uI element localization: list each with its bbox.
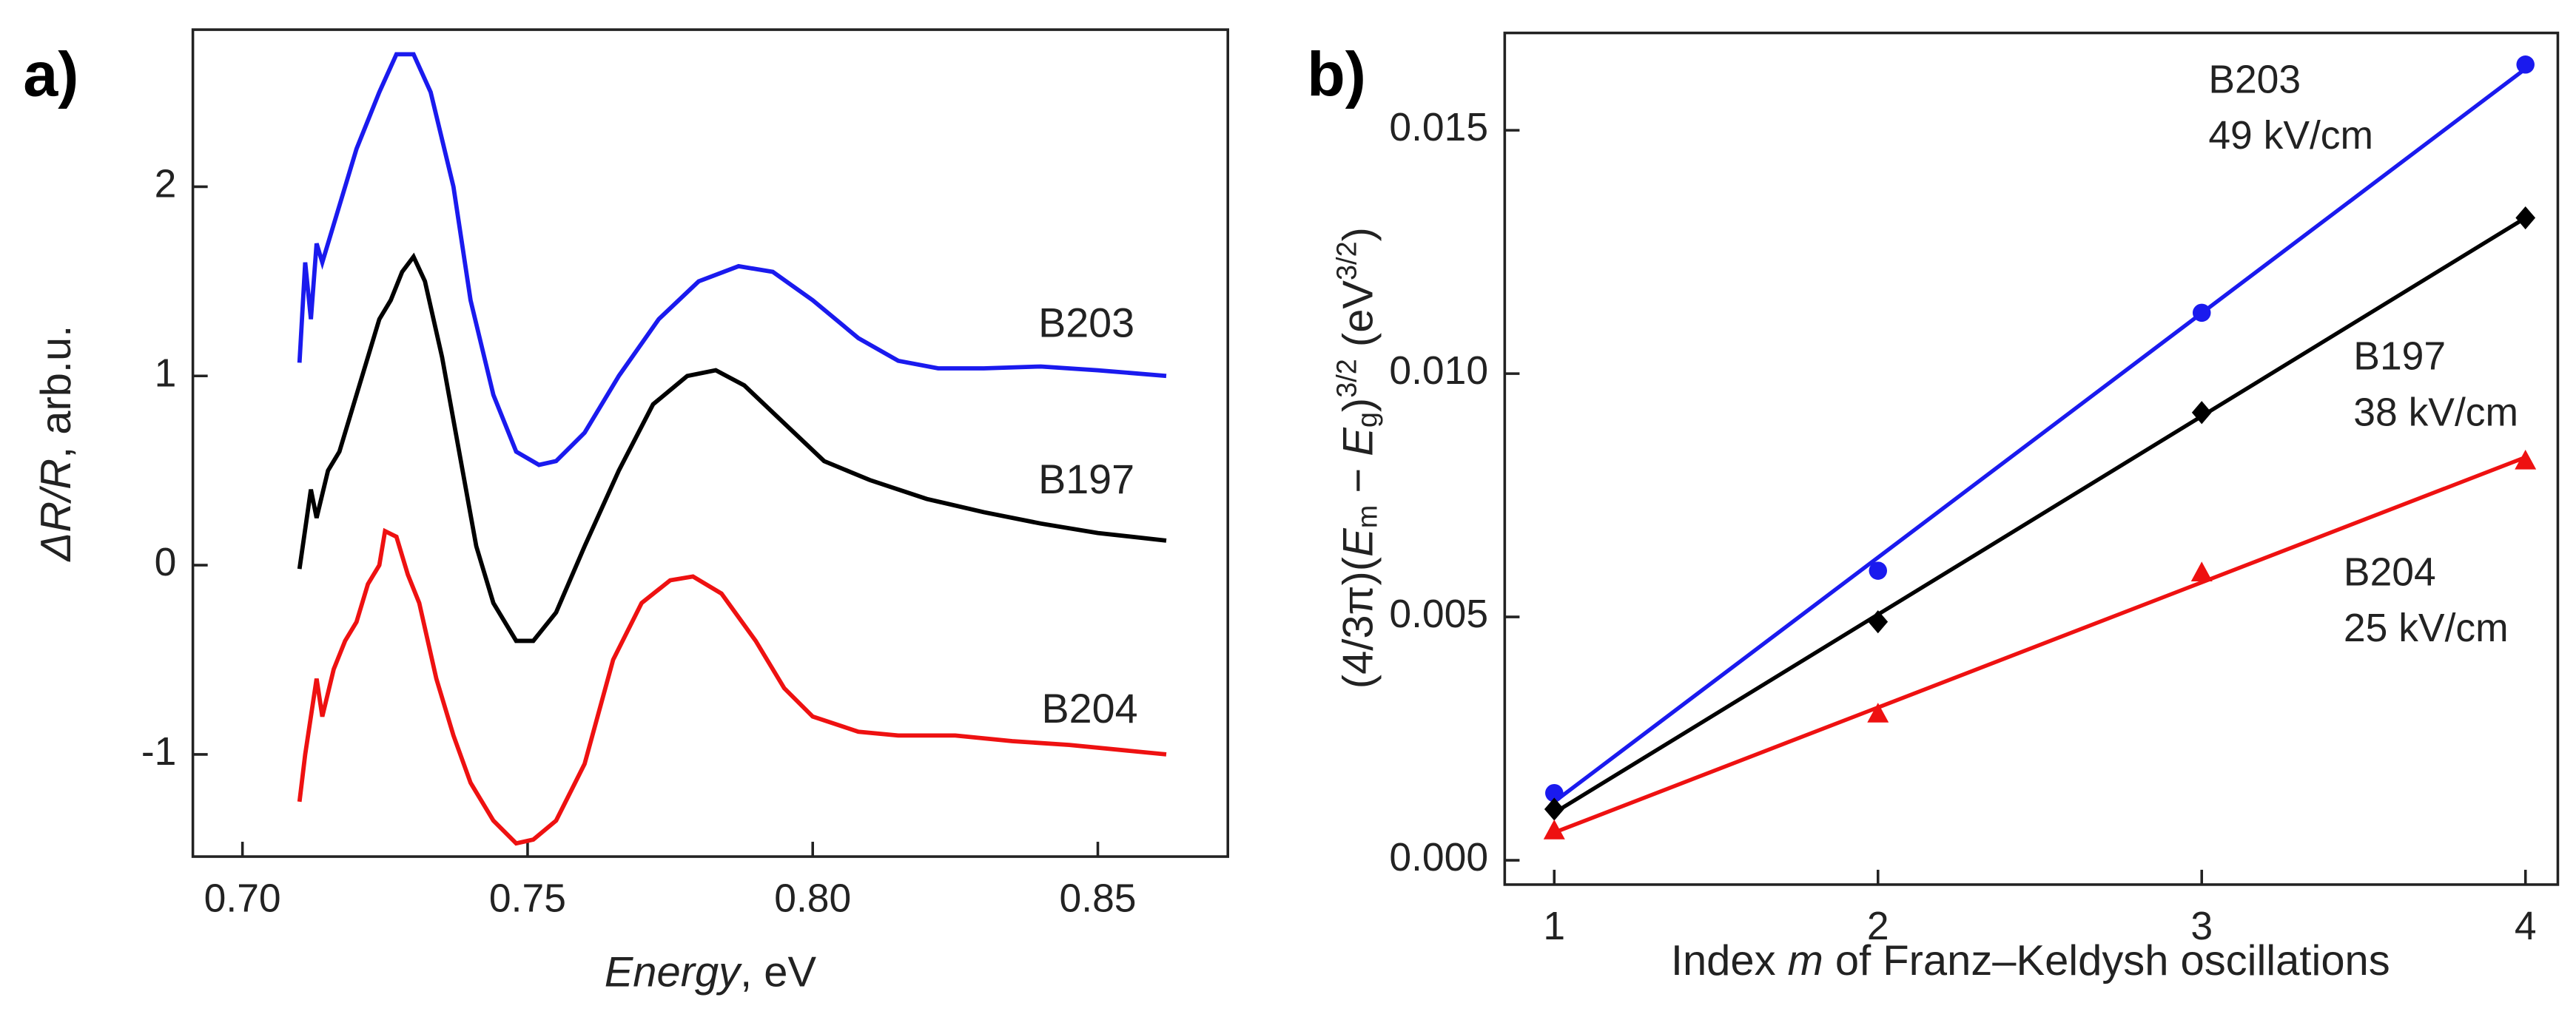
fit-line [1553,67,2527,804]
label-part: Energy [605,949,742,996]
label-part: (4/3π)( [1335,557,1382,689]
y-tick-label: 0.000 [1389,836,1488,879]
data-line [297,52,1167,467]
point [2515,206,2536,230]
fit-line [1553,216,2527,815]
label-part: of Franz–Keldysh oscillations [1823,937,2390,984]
point [1543,819,1565,840]
x-tick-label: 0.80 [774,877,851,920]
label-part: , arb.u. [33,325,81,459]
x-axis-label: Energy, eV [605,949,817,996]
annotation: B203 [2208,58,2301,101]
series-label: B204 [1042,686,1138,732]
point [2191,401,2212,425]
label-part: − [1335,456,1382,505]
panel-label: a) [23,38,78,109]
x-tick-label: 2 [1867,905,1889,948]
label-part: Index [1671,937,1788,984]
point [1545,783,1564,803]
series-label: B197 [1038,456,1134,502]
annotation: B197 [2353,335,2446,379]
label-part: , eV [740,949,816,996]
label-part: ) [1335,398,1382,412]
annotation: 38 kV/cm [2353,391,2518,434]
y-tick-label: 0.015 [1389,106,1488,149]
label-part: 3/2 [1332,359,1363,398]
label-part: m [1788,937,1823,984]
y-tick-label: 0 [155,541,177,584]
point [2192,303,2211,322]
fit-line [1553,455,2526,835]
x-tick-label: 3 [2190,905,2213,948]
point [2190,561,2213,581]
annotation: 25 kV/cm [2344,607,2509,650]
plot-frame [1503,31,2560,886]
point [2516,55,2535,74]
x-tick-label: 0.70 [204,877,281,920]
label-part: (eV [1335,280,1382,359]
point [1868,610,1889,634]
annotation: 49 kV/cm [2208,114,2373,158]
x-tick-label: 4 [2515,905,2537,948]
annotation: B204 [2344,550,2436,594]
data-line [297,527,1167,846]
point [1867,703,1889,723]
x-tick-label: 0.75 [489,877,566,920]
label-part: m [1353,505,1384,529]
y-axis-label: (4/3π)(Em − Eg)3/2 (eV3/2) [1332,227,1384,689]
y-tick-label: 0.010 [1389,349,1488,393]
y-tick-label: 0.005 [1389,592,1488,636]
y-axis-label: ΔR/R, arb.u. [33,325,81,563]
y-tick-label: -1 [141,730,177,774]
label-part: 3/2 [1332,241,1363,280]
plot-frame [191,28,1229,858]
y-tick-label: 1 [155,351,177,395]
x-tick-label: 0.85 [1060,877,1137,920]
label-part: g [1353,412,1384,428]
label-part: E [1335,527,1382,557]
point [1869,561,1888,580]
y-tick-label: 2 [155,163,177,206]
point [2515,449,2537,470]
panel-label: b) [1307,38,1366,109]
point [1544,797,1564,821]
data-line [297,252,1167,644]
x-tick-label: 1 [1543,905,1565,948]
label-part: E [1335,427,1382,456]
series-label: B203 [1038,300,1134,346]
label-part: ) [1335,227,1382,241]
label-part: ΔR/R [33,459,81,563]
x-axis-label: Index m of Franz–Keldysh oscillations [1671,937,2390,984]
